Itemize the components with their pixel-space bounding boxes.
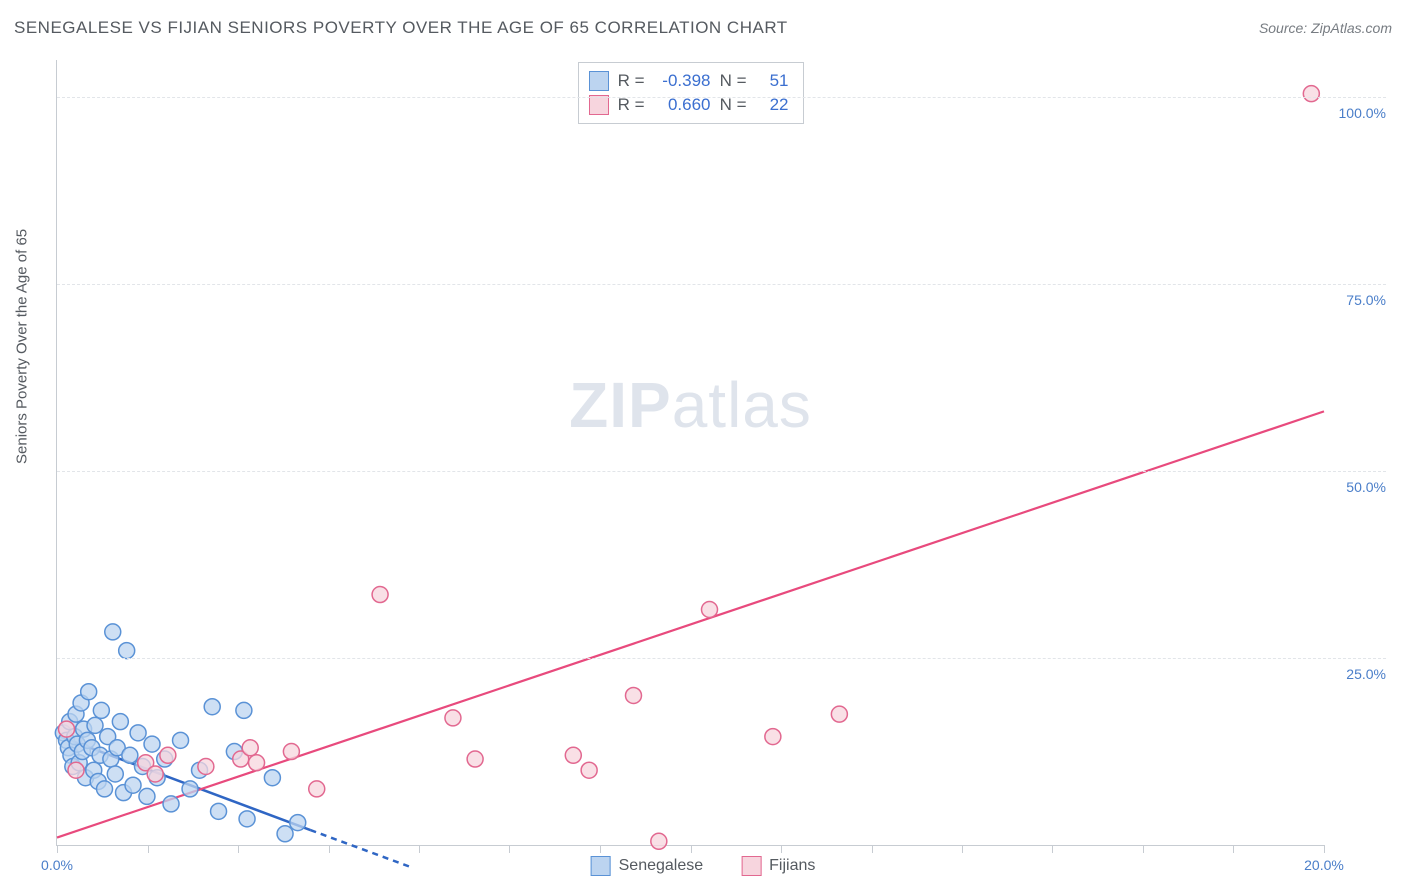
data-point	[81, 684, 97, 700]
x-tick	[1052, 845, 1053, 853]
r-label: R =	[617, 93, 645, 117]
x-tick	[238, 845, 239, 853]
data-point	[277, 826, 293, 842]
data-point	[211, 803, 227, 819]
data-point	[242, 740, 258, 756]
data-point	[249, 755, 265, 771]
data-point	[372, 587, 388, 603]
x-tick	[1233, 845, 1234, 853]
x-tick	[962, 845, 963, 853]
data-point	[625, 687, 641, 703]
x-tick-label: 0.0%	[41, 857, 73, 873]
data-point	[119, 643, 135, 659]
data-point	[283, 744, 299, 760]
x-tick	[57, 845, 58, 853]
data-point	[160, 747, 176, 763]
data-point	[204, 699, 220, 715]
legend-swatch	[741, 856, 761, 876]
legend-label: Fijians	[769, 857, 815, 875]
x-tick	[691, 845, 692, 853]
plot-area: ZIPatlas R =-0.398N =51R =0.660N =22 25.…	[56, 60, 1324, 846]
stats-legend-row: R = -0.398 N = 51	[589, 69, 789, 93]
data-point	[1303, 86, 1319, 102]
x-tick	[872, 845, 873, 853]
x-tick	[148, 845, 149, 853]
y-tick-label: 75.0%	[1328, 292, 1386, 308]
x-tick	[329, 845, 330, 853]
x-tick	[1324, 845, 1325, 853]
gridline	[57, 97, 1386, 98]
source-attribution: Source: ZipAtlas.com	[1259, 20, 1392, 36]
x-tick	[781, 845, 782, 853]
data-point	[139, 788, 155, 804]
data-point	[264, 770, 280, 786]
data-point	[831, 706, 847, 722]
data-point	[290, 815, 306, 831]
n-value: 51	[755, 69, 789, 93]
x-tick-label: 20.0%	[1304, 857, 1344, 873]
data-point	[59, 721, 75, 737]
data-point	[130, 725, 146, 741]
r-value: -0.398	[653, 69, 711, 93]
legend-item: Senegalese	[591, 856, 704, 876]
r-label: R =	[617, 69, 645, 93]
x-tick	[600, 845, 601, 853]
data-point	[122, 747, 138, 763]
y-tick-label: 100.0%	[1328, 105, 1386, 121]
data-point	[68, 762, 84, 778]
chart-container: Seniors Poverty Over the Age of 65 ZIPat…	[14, 50, 1392, 878]
y-tick-label: 50.0%	[1328, 479, 1386, 495]
n-value: 22	[755, 93, 789, 117]
x-tick	[419, 845, 420, 853]
data-point	[565, 747, 581, 763]
data-point	[147, 766, 163, 782]
n-label: N =	[719, 69, 747, 93]
data-point	[236, 702, 252, 718]
legend-label: Senegalese	[619, 857, 704, 875]
data-point	[107, 766, 123, 782]
legend-item: Fijians	[741, 856, 815, 876]
regression-line-dashed	[310, 830, 411, 867]
data-point	[125, 777, 141, 793]
data-point	[651, 833, 667, 849]
data-point	[445, 710, 461, 726]
data-point	[173, 732, 189, 748]
r-value: 0.660	[653, 93, 711, 117]
legend-swatch	[589, 71, 609, 91]
gridline	[57, 284, 1386, 285]
stats-legend: R = -0.398 N = 51 R = 0.660 N = 22	[578, 62, 804, 124]
data-point	[198, 759, 214, 775]
data-point	[144, 736, 160, 752]
regression-line	[57, 411, 1324, 837]
n-label: N =	[719, 93, 747, 117]
data-point	[97, 781, 113, 797]
data-point	[182, 781, 198, 797]
data-point	[581, 762, 597, 778]
data-point	[765, 729, 781, 745]
data-point	[87, 717, 103, 733]
data-point	[163, 796, 179, 812]
x-tick	[1143, 845, 1144, 853]
data-point	[93, 702, 109, 718]
data-point	[702, 602, 718, 618]
gridline	[57, 471, 1386, 472]
data-point	[112, 714, 128, 730]
x-tick	[509, 845, 510, 853]
chart-title: SENEGALESE VS FIJIAN SENIORS POVERTY OVE…	[14, 18, 788, 38]
y-tick-label: 25.0%	[1328, 666, 1386, 682]
data-point	[105, 624, 121, 640]
scatter-plot-svg	[57, 60, 1324, 845]
data-point	[309, 781, 325, 797]
data-point	[239, 811, 255, 827]
gridline	[57, 658, 1386, 659]
series-legend: Senegalese Fijians	[591, 856, 816, 876]
legend-swatch	[591, 856, 611, 876]
data-point	[467, 751, 483, 767]
stats-legend-row: R = 0.660 N = 22	[589, 93, 789, 117]
y-axis-label: Seniors Poverty Over the Age of 65	[14, 229, 31, 464]
